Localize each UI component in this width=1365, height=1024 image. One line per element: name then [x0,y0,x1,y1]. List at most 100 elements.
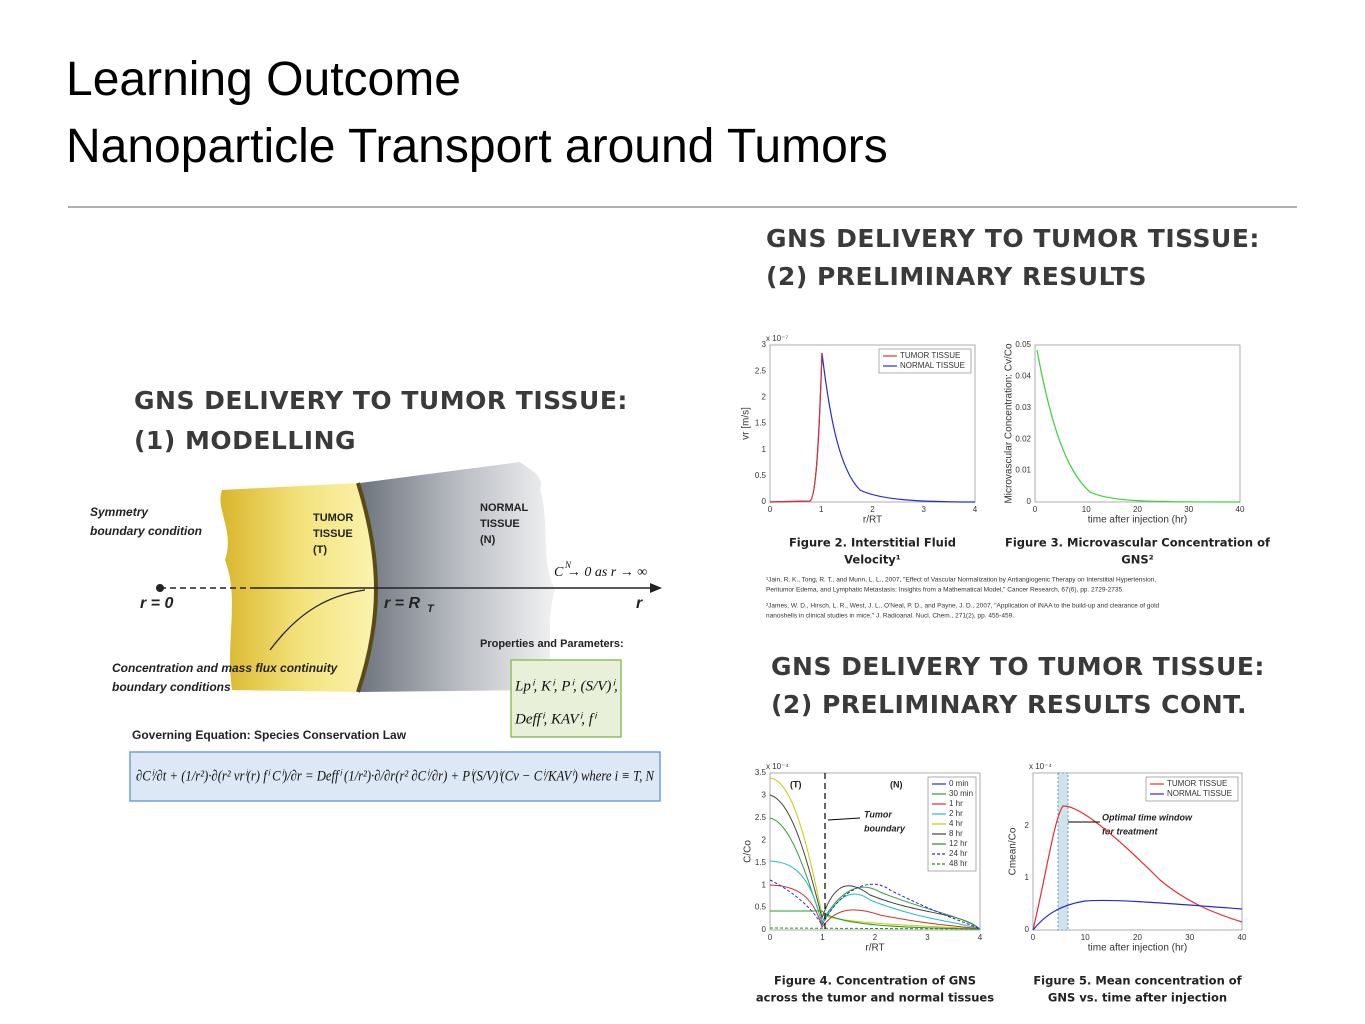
heading: GNS DELIVERY TO TUMOR TISSUE: [134,386,628,415]
label: N [564,560,572,570]
label: TISSUE [480,518,520,530]
annotation: boundary [864,823,906,833]
annotation: (T) [790,779,802,789]
curve [769,352,823,503]
curves [769,772,1243,931]
y-tick-label: 0.5 [755,903,767,912]
y-tick-label: 2 [1025,821,1030,830]
pointer [827,817,861,821]
legend-label: NORMAL TISSUE [1167,789,1232,798]
x-tick-label: 40 [1238,933,1247,942]
y-axis-label: Microvascular Concentration: Cv/Co [1004,343,1015,503]
curve [1032,899,1243,931]
y-tick-label: 0 [762,497,767,506]
x-tick-label: 0 [768,505,773,514]
label: Concentration and mass flux continuity [112,661,339,675]
caption: Figure 5. Mean concentration of [1033,974,1242,988]
x-tick-label: 0 [1033,505,1038,514]
label: boundary condition [90,524,202,538]
y-tick-label: 0.05 [1015,340,1031,349]
curve [769,777,981,930]
heading: (2) PRELIMINARY RESULTS CONT. [771,690,1247,719]
x-tick-label: 20 [1133,933,1142,942]
arrow [650,583,662,593]
label: Symmetry [90,505,149,519]
title-line: Learning Outcome [66,53,461,106]
plot-area [1034,344,1241,503]
annotation: for treatment [1102,826,1159,836]
legend-label: 1 hr [949,799,963,808]
y-axis-label: C/Co [743,840,754,863]
curve [769,817,981,930]
x-tick-label: 4 [973,505,978,514]
curve [769,927,981,930]
label: (N) [480,534,496,546]
caption: Figure 2. Interstitial Fluid [789,536,956,550]
label: TISSUE [313,528,353,540]
properties-box [510,659,622,738]
x-tick-label: 10 [1082,505,1091,514]
x-tick-label: 30 [1184,505,1193,514]
legend-label: 48 hr [949,859,968,868]
heading: GNS DELIVERY TO TUMOR TISSUE: [771,652,1265,681]
x-axis-label: time after injection (hr) [1088,515,1187,526]
curve [769,794,981,930]
x-axis-label: r/RT [865,943,884,954]
x-tick-label: 40 [1236,505,1245,514]
equation: ∂Cⁱ/∂t + (1/r²)·∂(r² vrⁱ(r) fⁱ Cⁱ)/∂r = … [136,768,655,784]
curve [1036,349,1241,503]
annotation: Tumor [864,809,892,819]
y-tick-label: 1.5 [755,419,767,428]
legend-label: TUMOR TISSUE [900,351,960,360]
caption: Figure 3. Microvascular Concentration of [1005,536,1271,550]
x-axis-label: r/RT [863,515,882,526]
window-band [1057,772,1069,931]
x-tick-label: 2 [873,933,878,942]
x-tick-label: 3 [925,933,930,942]
legend-label: NORMAL TISSUE [900,361,965,370]
x-axis-label: time after injection (hr) [1088,943,1187,954]
heading: GNS DELIVERY TO TUMOR TISSUE: [766,224,1260,253]
origin [156,584,164,592]
title-line: Nanoparticle Transport around Tumors [66,120,888,173]
x-tick-label: 3 [922,505,927,514]
label: Governing Equation: Species Conservation… [132,728,407,742]
label: r [636,595,643,612]
x-tick-label: 2 [870,505,875,514]
legend-box [1145,776,1239,802]
y-axis-label: vr [m/s] [741,407,752,440]
caption: across the tumor and normal tissues [756,991,994,1005]
legend-label: 2 hr [949,809,963,818]
y-tick-label: 1 [1025,873,1030,882]
y-tick-label: 2 [762,835,767,844]
y-tick-label: 0.03 [1015,403,1031,412]
curve [769,860,981,930]
y-tick-label: 1 [762,445,767,454]
label: (T) [313,544,327,556]
label: Properties and Parameters: [480,638,624,650]
y-axis-label: Cmean/Co [1008,827,1019,875]
y-tick-label: 0.5 [755,471,767,480]
caption: Velocity¹ [844,553,901,567]
x-tick-label: 10 [1081,933,1090,942]
heading: (1) MODELLING [134,426,356,455]
x-tick-label: 1 [819,505,824,514]
label: C → 0 as r → ∞ [554,565,647,580]
curve [1032,805,1243,931]
y-tick-label: 0 [762,925,767,934]
x-tick-label: 0 [1031,933,1036,942]
y-tick-label: 0 [1027,497,1032,506]
axis-exponent: x 10⁻⁴ [1029,762,1052,771]
caption: Figure 4. Concentration of GNS [774,974,976,988]
caption: GNS² [1121,553,1153,567]
reference: nanoshells in clinical studies in mice,"… [766,613,1014,620]
label: TUMOR [313,512,353,524]
y-tick-label: 2.5 [755,813,767,822]
heading: (2) PRELIMINARY RESULTS [766,262,1147,291]
equation-box [129,751,661,802]
y-tick-label: 0.01 [1015,466,1031,475]
y-tick-label: 1.5 [755,858,767,867]
curves [769,349,1241,503]
boundary [356,482,378,693]
